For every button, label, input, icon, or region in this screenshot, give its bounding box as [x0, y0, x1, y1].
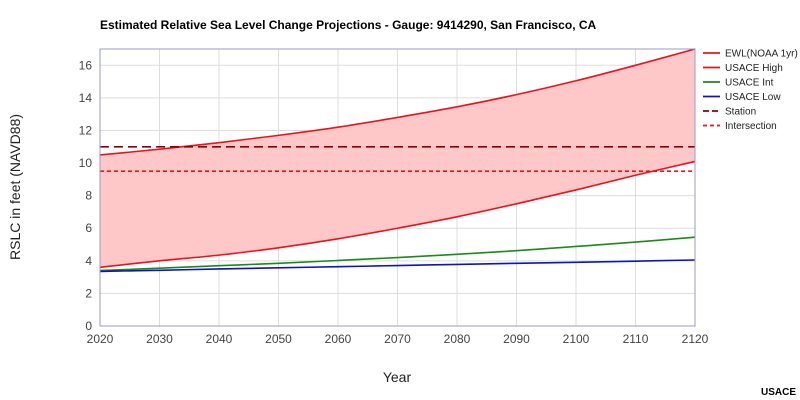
x-tick-label: 2070	[384, 332, 411, 346]
x-tick-label: 2060	[325, 332, 352, 346]
series-line-usace-low	[99, 259, 696, 273]
x-tick-label: 2120	[682, 332, 709, 346]
legend-label: USACE Low	[725, 92, 781, 103]
y-tick-label: 12	[79, 123, 93, 137]
x-tick-label: 2080	[444, 332, 471, 346]
y-axis-label: RSLC in feet (NAVD88)	[7, 114, 23, 260]
legend-item: USACE Int	[703, 78, 774, 89]
x-tick-label: 2030	[146, 332, 173, 346]
credit-label: USACE	[760, 387, 796, 398]
x-tick-label: 2110	[623, 332, 649, 346]
legend-item: EWL(NOAA 1yr)	[703, 49, 798, 60]
series-line-usace-high	[99, 160, 696, 269]
ewl-band-fill	[100, 49, 695, 268]
legend-item: Station	[703, 107, 756, 118]
legend-label: EWL(NOAA 1yr)	[725, 49, 798, 60]
x-tick-label: 2100	[563, 332, 590, 346]
y-tick-label: 10	[79, 156, 93, 170]
legend-label: Intersection	[725, 121, 777, 132]
x-tick-label: 2090	[503, 332, 530, 346]
series-lines	[99, 48, 696, 273]
legend: EWL(NOAA 1yr) USACE High USACE Int USACE Lo…	[703, 49, 798, 132]
y-tick-label: 4	[85, 254, 92, 268]
x-tick-label: 2040	[206, 332, 233, 346]
y-tick-label: 0	[85, 319, 92, 333]
legend-item: USACE High	[703, 63, 783, 74]
y-tick-label: 14	[79, 91, 93, 105]
y-tick-label: 8	[85, 189, 92, 203]
shaded-band	[100, 49, 695, 268]
legend-label: USACE High	[725, 63, 783, 74]
series-line-usace-int	[99, 236, 696, 272]
series-line-ewl-noaa-1yr	[99, 48, 696, 156]
legend-label: Station	[725, 107, 756, 118]
x-tick-label: 2020	[87, 332, 114, 346]
plot-frame	[99, 48, 696, 327]
y-tick-labels: 0 2 4 6 8 10 12 14 16	[79, 58, 93, 333]
legend-item: USACE Low	[703, 92, 781, 103]
legend-label: USACE Int	[725, 78, 774, 89]
y-tick-label: 6	[85, 221, 92, 235]
chart-title: Estimated Relative Sea Level Change Proj…	[100, 18, 597, 32]
legend-item: Intersection	[703, 121, 777, 132]
x-axis-label: Year	[383, 369, 412, 385]
y-tick-label: 2	[85, 286, 92, 300]
y-tick-label: 16	[79, 58, 93, 72]
x-tick-label: 2050	[265, 332, 292, 346]
x-tick-labels: 2020 2030 2040 2050 2060 2070 2080 2090 2100 2110…	[87, 332, 709, 346]
